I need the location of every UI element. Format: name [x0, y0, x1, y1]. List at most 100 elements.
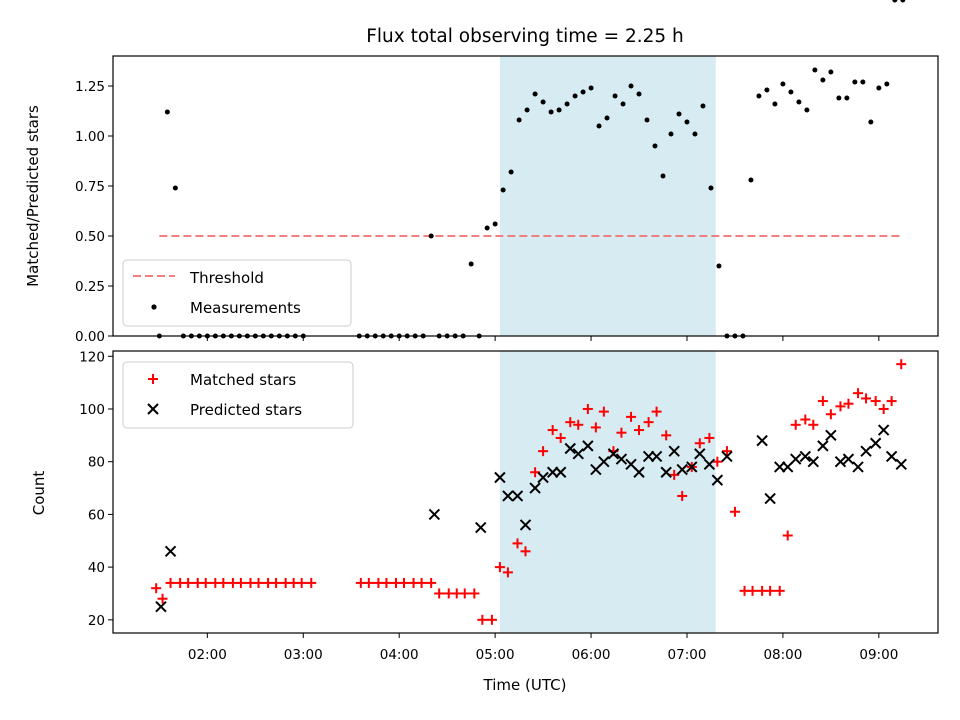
matched-star-point — [271, 577, 282, 588]
legend-measurements-marker — [151, 304, 157, 310]
matched-star-point — [590, 422, 601, 433]
predicted-star-point — [650, 450, 663, 463]
x-tick-label: 06:00 — [572, 647, 611, 663]
predicted-star-point — [519, 519, 532, 531]
bottom-legend-box — [122, 361, 354, 429]
measurement-point — [556, 107, 562, 113]
measurement-point — [868, 119, 874, 125]
matched-star-point — [434, 588, 445, 599]
matched-star-point — [486, 614, 497, 625]
predicted-star-point — [721, 450, 733, 463]
predicted-star-point — [582, 440, 594, 452]
x-tick-label: 03:00 — [284, 647, 323, 663]
matched-star-point — [626, 411, 637, 422]
matched-star-point — [218, 577, 229, 588]
measurement-point — [860, 79, 866, 85]
measurement-point — [708, 185, 714, 191]
matched-star-point — [151, 583, 162, 594]
matched-star-point — [677, 490, 688, 501]
measurement-point — [492, 221, 498, 227]
predicted-star-point — [660, 466, 672, 478]
predicted-star-point — [676, 463, 688, 476]
y-tick-label: 20 — [88, 613, 105, 629]
measurement-point — [676, 111, 682, 117]
x-axis-label: Time (UTC) — [483, 676, 567, 694]
top-legend-box — [122, 259, 352, 327]
measurement-point — [876, 85, 882, 91]
x-tick-label: 09:00 — [859, 647, 898, 663]
predicted-star-point — [554, 466, 567, 478]
predicted-star-point — [764, 492, 776, 505]
matched-star-point — [835, 401, 846, 412]
matched-star-point — [183, 577, 194, 588]
predicted-star-point — [825, 429, 837, 442]
matched-star-point — [426, 577, 437, 588]
x-tick-label: 02:00 — [188, 647, 227, 663]
measurement-point — [668, 131, 674, 137]
measurement-point — [484, 225, 490, 231]
measurement-point — [892, 0, 898, 3]
matched-star-point — [712, 456, 723, 467]
legend-measurements-label: Measurements — [190, 299, 301, 317]
measurement-point — [660, 173, 666, 179]
matched-star-point — [800, 414, 811, 425]
predicted-star-point — [494, 471, 506, 484]
matched-star-point — [729, 506, 740, 517]
observing-window-highlight-top — [499, 56, 716, 336]
predicted-star-point — [155, 600, 167, 613]
measurement-point — [628, 83, 634, 89]
measurement-point — [588, 85, 594, 91]
x-tick-label: 04:00 — [380, 647, 419, 663]
y-tick-label: 0.50 — [75, 229, 105, 245]
measurement-point — [748, 177, 754, 183]
matched-star-point — [598, 406, 609, 417]
predicted-star-point — [756, 434, 768, 447]
measurement-point — [716, 263, 722, 269]
predicted-star-point — [807, 455, 819, 468]
predicted-star-point — [475, 521, 487, 534]
measurement-point — [428, 233, 434, 239]
predicted-star-point — [164, 545, 177, 558]
matched-star-point — [306, 577, 317, 588]
measurement-point — [692, 131, 698, 137]
predicted-star-point — [564, 442, 576, 455]
matched-star-point — [886, 396, 897, 407]
predicted-star-point — [686, 461, 698, 473]
matched-star-point — [502, 567, 513, 578]
measurement-point — [564, 101, 570, 107]
predicted-star-point — [537, 471, 549, 484]
matched-star-point — [381, 577, 392, 588]
predicted-star-point — [598, 455, 610, 468]
matched-star-point — [547, 425, 558, 436]
y-tick-label: 1.00 — [75, 129, 105, 145]
predicted-star-point — [703, 458, 716, 471]
matched-star-point — [616, 427, 627, 438]
measurement-point — [468, 261, 474, 267]
legend-matched-label: Matched stars — [190, 371, 296, 389]
bottom-y-axis-label: Count — [30, 471, 48, 516]
bottom-plot-frame — [112, 350, 939, 634]
predicted-star-point — [615, 453, 628, 465]
top-panel: 0.00 0.25 0.50 0.75 1.00 1.25 Matched/Predict… — [24, 0, 939, 345]
bottom-legend: Matched stars Predicted stars — [122, 361, 354, 429]
measurement-point — [780, 81, 786, 87]
matched-star-point — [817, 396, 828, 407]
measurement-point — [788, 89, 794, 95]
matched-star-point — [896, 359, 907, 370]
matched-star-point — [721, 446, 732, 457]
matched-star-point — [520, 546, 531, 557]
measurement-point — [164, 109, 170, 115]
matched-star-point — [704, 432, 715, 443]
measurement-point — [500, 187, 506, 193]
matched-star-point — [643, 417, 654, 428]
measurement-point — [804, 107, 810, 113]
measurement-point — [700, 103, 706, 109]
observing-window-highlight-bottom — [499, 351, 716, 633]
matched-star-point — [459, 588, 470, 599]
predicted-star-point — [607, 448, 620, 460]
predicted-star-point — [877, 424, 890, 436]
measurement-point — [812, 67, 818, 73]
matched-star-point — [477, 614, 488, 625]
matched-star-point — [878, 403, 889, 414]
measurement-point — [828, 69, 834, 75]
